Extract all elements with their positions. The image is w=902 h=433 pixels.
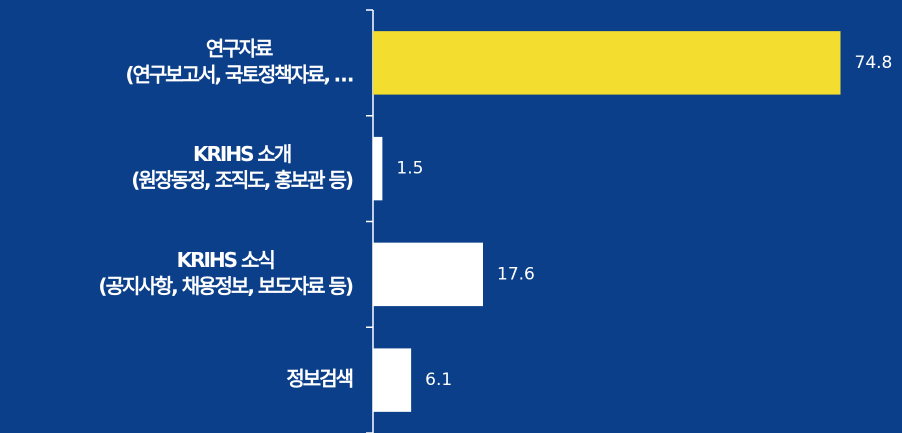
value-label: 17.6 <box>497 264 535 284</box>
category-label-line: (연구보고서, 국토정책자료, … <box>125 62 353 86</box>
category-label: KRIHS 소식(공지사항, 채용정보, 보도자료 등) <box>98 248 354 298</box>
bar <box>373 136 383 201</box>
category-label: KRIHS 소개(원장동정, 조직도, 홍보관 등) <box>131 142 355 192</box>
category-label-line: 정보검색 <box>286 367 352 391</box>
value-label: 1.5 <box>396 159 423 179</box>
bar <box>373 348 412 412</box>
value-label: 6.1 <box>425 370 452 390</box>
category-label-line: KRIHS 소식 <box>177 248 275 272</box>
category-label: 정보검색 <box>286 367 354 391</box>
category-label: 연구자료(연구보고서, 국토정책자료, … <box>125 36 355 86</box>
value-label: 74.8 <box>855 53 893 73</box>
bar <box>373 242 483 307</box>
category-label-line: KRIHS 소개 <box>193 142 291 166</box>
bar <box>373 31 841 95</box>
category-label-line: (공지사항, 채용정보, 보도자료 등) <box>98 274 352 298</box>
category-label-line: (원장동정, 조직도, 홍보관 등) <box>131 168 353 192</box>
category-label-line: 연구자료 <box>206 36 273 60</box>
